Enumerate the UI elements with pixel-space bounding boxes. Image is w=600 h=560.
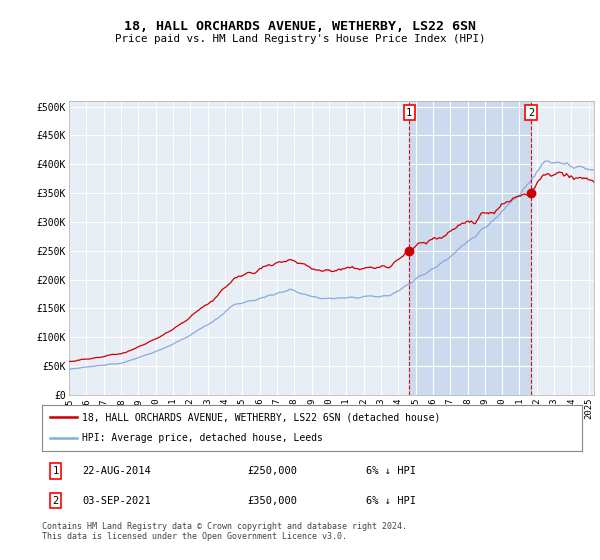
- Text: 03-SEP-2021: 03-SEP-2021: [83, 496, 151, 506]
- Text: 2: 2: [528, 108, 534, 118]
- Text: £250,000: £250,000: [247, 466, 297, 476]
- Text: 18, HALL ORCHARDS AVENUE, WETHERBY, LS22 6SN (detached house): 18, HALL ORCHARDS AVENUE, WETHERBY, LS22…: [83, 412, 441, 422]
- Text: 22-AUG-2014: 22-AUG-2014: [83, 466, 151, 476]
- Text: HPI: Average price, detached house, Leeds: HPI: Average price, detached house, Leed…: [83, 433, 323, 444]
- Bar: [409, 101, 531, 395]
- Text: 1: 1: [52, 466, 59, 476]
- Text: Contains HM Land Registry data © Crown copyright and database right 2024.
This d: Contains HM Land Registry data © Crown c…: [42, 522, 407, 542]
- Text: 6% ↓ HPI: 6% ↓ HPI: [366, 496, 416, 506]
- Text: 18, HALL ORCHARDS AVENUE, WETHERBY, LS22 6SN: 18, HALL ORCHARDS AVENUE, WETHERBY, LS22…: [124, 20, 476, 32]
- Text: 2: 2: [52, 496, 59, 506]
- Text: £350,000: £350,000: [247, 496, 297, 506]
- Text: 1: 1: [406, 108, 412, 118]
- Text: 6% ↓ HPI: 6% ↓ HPI: [366, 466, 416, 476]
- Text: Price paid vs. HM Land Registry's House Price Index (HPI): Price paid vs. HM Land Registry's House …: [115, 34, 485, 44]
